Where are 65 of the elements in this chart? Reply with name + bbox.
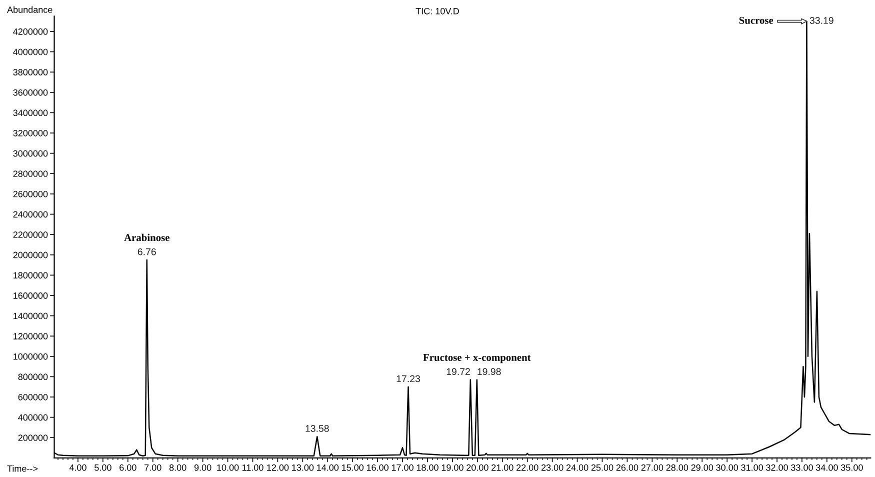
x-tick-label: 9.00: [194, 464, 212, 471]
annotation: Fructose + x-component: [423, 354, 531, 364]
y-tick-label: 400000: [18, 414, 48, 421]
y-tick-label: 1000000: [14, 353, 48, 360]
annotation: 19.98: [478, 368, 501, 376]
y-tick-label: 1400000: [14, 312, 48, 320]
y-tick-label: 800000: [18, 374, 48, 380]
y-tick-label: 200000: [18, 434, 48, 441]
y-tick-label: 2000000: [13, 252, 48, 258]
x-tick-label: 27.00: [641, 464, 664, 471]
x-tick-label: 17.00: [392, 464, 414, 471]
annotation: 17.23: [396, 375, 420, 382]
x-tick-label: 16.00: [366, 464, 388, 471]
y-tick-label: 2200000: [13, 232, 48, 238]
y-tick-label: 3400000: [13, 110, 48, 116]
x-tick-label: 32.00: [766, 464, 788, 471]
x-tick-label: 24.00: [566, 464, 588, 471]
x-tick-label: 25.00: [591, 464, 614, 471]
x-tick-label: 4.00: [69, 464, 86, 471]
y-tick-label: 2800000: [13, 170, 48, 177]
x-tick-label: 30.00: [716, 464, 738, 471]
x-tick-label: 14.00: [317, 464, 339, 471]
x-tick-label: 29.00: [691, 464, 714, 471]
x-tick-label: 35.00: [840, 464, 863, 471]
y-tick-label: 2600000: [13, 190, 48, 198]
x-axis-title: Time-->: [7, 465, 38, 472]
annotation: 6.76: [138, 248, 156, 256]
x-tick-label: 19.00: [442, 464, 464, 471]
x-tick-label: 12.00: [267, 464, 289, 471]
x-tick-label: 26.00: [616, 464, 638, 471]
annotation: 19.72: [446, 368, 470, 376]
x-tick-label: 20.00: [466, 464, 488, 471]
y-tick-label: 3800000: [13, 69, 48, 76]
x-tick-label: 7.00: [144, 464, 162, 471]
x-tick-label: 5.00: [94, 464, 112, 471]
y-tick-label: 2400000: [13, 211, 48, 218]
y-axis-title: Abundance: [7, 6, 52, 13]
x-tick-label: 10.00: [217, 464, 239, 471]
y-tick-label: 4200000: [13, 28, 48, 35]
x-tick-label: 34.00: [816, 464, 838, 471]
x-tick-label: 8.00: [169, 464, 186, 471]
x-tick-label: 18.00: [416, 464, 438, 471]
y-tick-label: 1200000: [14, 333, 48, 340]
chart-title: TIC: 10V.D: [416, 8, 459, 14]
y-tick-label: 1600000: [14, 292, 48, 299]
y-tick-label: 4000000: [13, 48, 48, 56]
annotation: 33.19: [810, 17, 834, 24]
x-tick-label: 23.00: [541, 464, 564, 471]
x-tick-label: 21.00: [492, 464, 514, 471]
y-tick-label: 1800000: [14, 272, 48, 279]
y-tick-label: 600000: [18, 394, 48, 400]
annotation: Sucrose: [739, 16, 774, 24]
y-tick-label: 3200000: [13, 130, 48, 136]
x-tick-label: 6.00: [120, 464, 136, 471]
y-tick-label: 3600000: [13, 89, 48, 96]
x-tick-label: 13.00: [292, 464, 314, 471]
annotation: 13.58: [306, 425, 329, 432]
annotation: Arabinose: [124, 234, 170, 242]
x-tick-label: 22.00: [516, 464, 538, 471]
x-tick-label: 15.00: [342, 464, 364, 471]
x-tick-label: 28.00: [666, 464, 688, 471]
x-tick-label: 31.00: [741, 464, 763, 471]
x-tick-label: 11.00: [242, 464, 264, 471]
y-tick-label: 3000000: [13, 150, 48, 157]
x-tick-label: 33.00: [791, 464, 813, 471]
